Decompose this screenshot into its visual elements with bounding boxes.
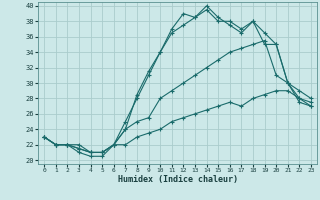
X-axis label: Humidex (Indice chaleur): Humidex (Indice chaleur) (118, 175, 238, 184)
